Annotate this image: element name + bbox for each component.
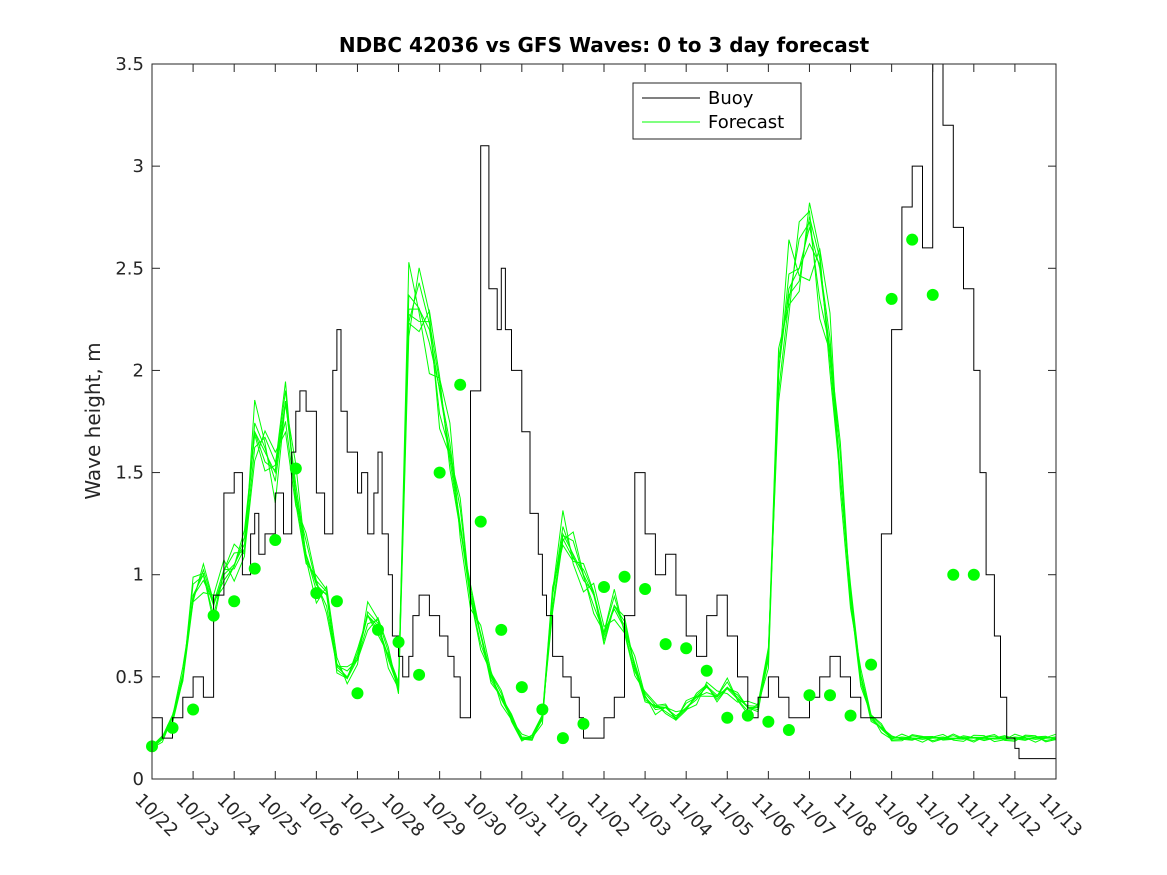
buoy-line xyxy=(152,63,1056,760)
x-tick-label: 11/11 xyxy=(952,790,1004,842)
forecast-marker xyxy=(495,623,508,636)
forecast-marker xyxy=(269,533,282,546)
forecast-marker xyxy=(207,609,220,622)
x-tick-label: 11/08 xyxy=(829,790,881,842)
x-tick-label: 11/12 xyxy=(993,790,1045,842)
y-tick-label: 1 xyxy=(133,565,144,586)
forecast-marker xyxy=(351,687,364,700)
chart-title: NDBC 42036 vs GFS Waves: 0 to 3 day fore… xyxy=(339,33,870,57)
plot-area: 00.511.522.533.510/2210/2310/2410/2510/2… xyxy=(115,54,1086,841)
forecast-marker xyxy=(474,515,487,528)
forecast-marker xyxy=(166,721,179,734)
forecast-marker xyxy=(536,703,549,716)
forecast-marker xyxy=(515,681,528,694)
x-tick-label: 11/03 xyxy=(624,790,676,842)
forecast-marker xyxy=(577,717,590,730)
forecast-marker xyxy=(762,715,775,728)
forecast-marker xyxy=(680,642,693,655)
y-tick-label: 2.5 xyxy=(115,258,144,279)
forecast-marker xyxy=(228,595,241,608)
x-tick-label: 10/28 xyxy=(377,790,429,842)
x-tick-label: 11/02 xyxy=(582,790,634,842)
x-tick-label: 10/30 xyxy=(459,790,511,842)
forecast-marker xyxy=(413,668,426,681)
forecast-marker xyxy=(454,378,467,391)
legend-box xyxy=(632,82,802,140)
x-tick-label: 11/07 xyxy=(788,790,840,842)
x-tick-label: 11/09 xyxy=(870,790,922,842)
forecast-marker xyxy=(741,709,754,722)
y-tick-label: 1.5 xyxy=(115,463,144,484)
forecast-marker xyxy=(372,623,384,636)
x-tick-label: 11/06 xyxy=(747,790,799,842)
x-tick-label: 11/05 xyxy=(706,790,758,842)
x-tick-label: 10/25 xyxy=(254,790,306,842)
x-tick-label: 11/13 xyxy=(1034,790,1086,842)
forecast-marker xyxy=(700,664,713,677)
forecast-marker xyxy=(310,587,323,600)
legend: Buoy Forecast xyxy=(632,82,802,140)
y-tick-label: 3.5 xyxy=(115,54,144,75)
forecast-marker xyxy=(865,658,878,671)
forecast-marker xyxy=(289,462,302,475)
forecast-line-3 xyxy=(151,202,1057,751)
x-tick-label: 11/10 xyxy=(911,790,963,842)
x-tick-label: 10/22 xyxy=(130,790,182,842)
forecast-marker xyxy=(248,562,261,575)
x-tick-label: 10/24 xyxy=(213,790,265,842)
forecast-marker xyxy=(392,636,405,649)
forecast-marker xyxy=(639,583,652,596)
plot-background xyxy=(152,64,1056,779)
forecast-line-4 xyxy=(151,239,1057,749)
x-tick-label: 11/04 xyxy=(665,790,717,842)
y-axis-label: Wave height, m xyxy=(81,342,105,499)
y-tick-label: 3 xyxy=(133,156,144,177)
y-tick-label: 0 xyxy=(133,769,144,790)
forecast-line-6 xyxy=(151,216,1057,750)
forecast-marker xyxy=(824,689,836,702)
forecast-marker xyxy=(947,568,960,581)
x-tick-label: 10/23 xyxy=(172,790,224,842)
y-tick-label: 2 xyxy=(133,360,144,381)
forecast-marker xyxy=(782,723,795,736)
forecast-line-7 xyxy=(151,242,1057,749)
y-tick-label: 0.5 xyxy=(115,667,144,688)
legend-buoy-label: Buoy xyxy=(708,88,754,109)
x-tick-label: 10/31 xyxy=(500,790,552,842)
forecast-marker xyxy=(187,703,200,716)
forecast-marker xyxy=(433,466,446,479)
legend-forecast-label: Forecast xyxy=(708,112,784,133)
forecast-marker xyxy=(967,568,980,581)
forecast-marker xyxy=(598,580,610,593)
x-tick-label: 11/01 xyxy=(541,790,593,842)
x-tick-label: 10/26 xyxy=(295,790,347,842)
forecast-marker xyxy=(803,689,816,702)
forecast-marker xyxy=(721,711,734,724)
forecast-marker xyxy=(556,732,569,745)
forecast-marker xyxy=(844,709,857,722)
forecast-marker xyxy=(330,595,343,608)
forecast-marker xyxy=(885,292,898,305)
forecast-marker xyxy=(906,233,919,246)
forecast-marker xyxy=(926,288,939,301)
x-tick-label: 10/29 xyxy=(418,790,470,842)
x-tick-label: 10/27 xyxy=(336,790,388,842)
forecast-marker xyxy=(618,570,631,583)
forecast-marker xyxy=(659,638,672,651)
